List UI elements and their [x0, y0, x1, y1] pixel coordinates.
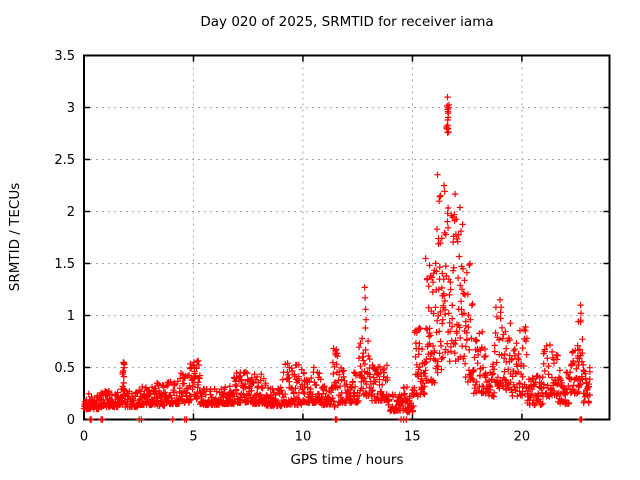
y-tick-label: 0 — [67, 413, 75, 428]
x-tick-label: 0 — [80, 430, 88, 445]
grid-layer — [84, 55, 610, 420]
y-tick-label: 1.5 — [54, 257, 75, 272]
axis-layer — [83, 54, 611, 421]
x-axis-label: GPS time / hours — [290, 452, 404, 468]
chart-title: Day 020 of 2025, SRMTID for receiver iam… — [200, 14, 494, 30]
x-tick-label: 20 — [514, 430, 531, 445]
y-tick-label: 2.5 — [54, 153, 75, 168]
tick-labels-layer: 0 5 10 15 20 0 0.5 1 1.5 2 2.5 3 3.5 — [54, 49, 530, 445]
scatter-layer — [80, 93, 593, 423]
y-tick-label: 3 — [67, 101, 75, 116]
x-tick-label: 15 — [404, 430, 421, 445]
y-tick-label: 0.5 — [54, 361, 75, 376]
x-tick-label: 5 — [189, 430, 197, 445]
y-tick-label: 2 — [67, 205, 75, 220]
y-tick-label: 3.5 — [54, 49, 75, 64]
scatter-points — [80, 93, 593, 423]
y-tick-label: 1 — [67, 309, 75, 324]
x-tick-label: 10 — [295, 430, 312, 445]
